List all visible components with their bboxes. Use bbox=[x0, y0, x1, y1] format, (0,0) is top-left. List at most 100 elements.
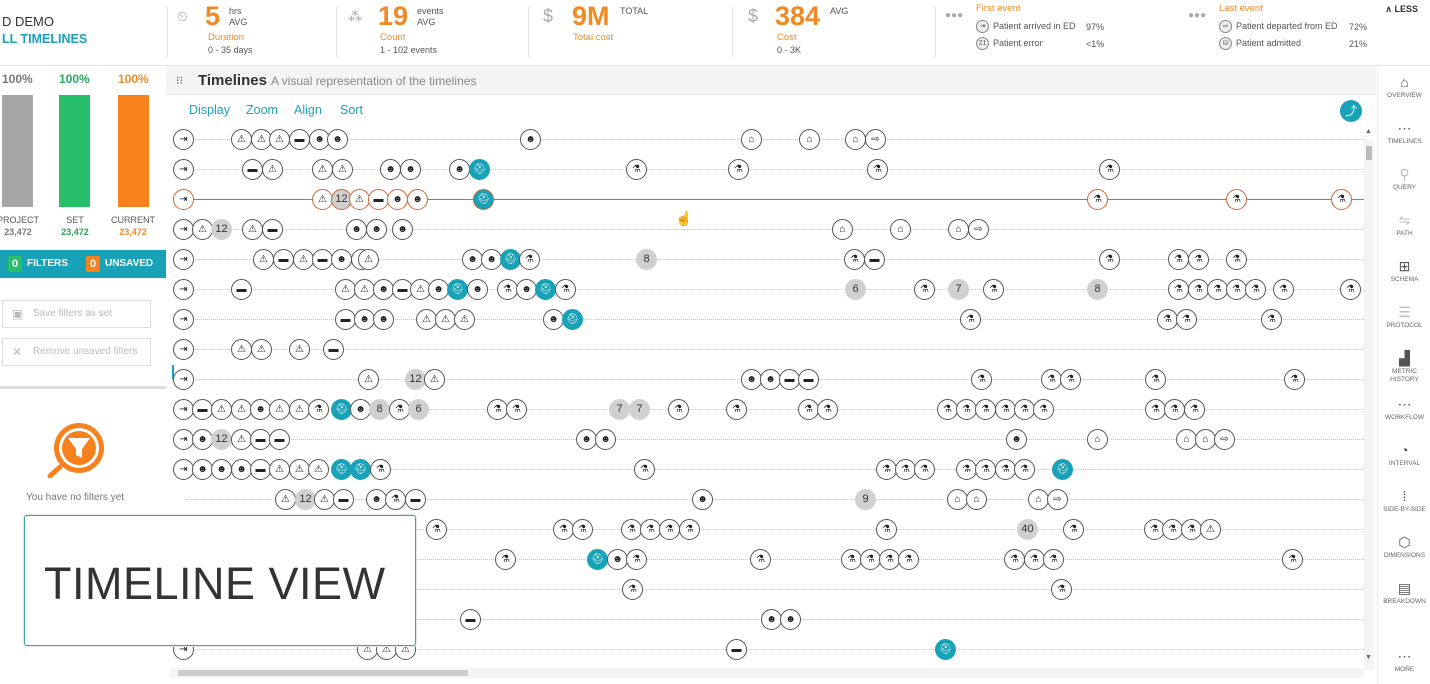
doctor-icon[interactable]: ☻ bbox=[331, 249, 352, 270]
timeline-row[interactable]: ⇥ ☻ 12 ⚠ ▬ ▬ ☻ ☻ ☻ ⌂ ⌂ ⌂ ⇨ bbox=[166, 425, 1364, 455]
lab-icon[interactable]: ⚗ bbox=[370, 459, 391, 480]
lab-icon[interactable]: ⚗ bbox=[841, 549, 862, 570]
warning-icon[interactable]: ⚠ bbox=[354, 279, 375, 300]
lab-icon[interactable]: ⚗ bbox=[971, 369, 992, 390]
warning-icon[interactable]: ⚠ bbox=[312, 159, 333, 180]
scroll-up-icon[interactable]: ▲ bbox=[1365, 128, 1372, 135]
lab-icon[interactable]: ⚗ bbox=[876, 459, 897, 480]
doctor-icon[interactable]: ☻ bbox=[231, 459, 252, 480]
doctor-icon[interactable]: ☻ bbox=[467, 279, 488, 300]
event-group-count[interactable]: 8 bbox=[369, 399, 390, 420]
arrival-icon[interactable]: ⇥ bbox=[173, 219, 194, 240]
arrival-icon[interactable]: ⇥ bbox=[173, 279, 194, 300]
event-group-count[interactable]: 12 bbox=[295, 489, 316, 510]
doctor-icon[interactable]: ☻ bbox=[761, 609, 782, 630]
lab-icon[interactable]: ⚗ bbox=[497, 279, 518, 300]
lab-icon[interactable]: ⚗ bbox=[726, 399, 747, 420]
timeline-row[interactable]: ⇥ ▬ ⚠ ⚠ ☻ ▬ ⚠ ☻ ⛑ ☻ ⚗ ☻ ⛑ ⚗ 6 ⚗ 7 ⚗ 8 ⚗ ⚗ ⚗ ⚗ ⚗ ⚗ ⚗ bbox=[166, 275, 1364, 305]
nav-workflow[interactable]: ⋯ WORKFLOW bbox=[1378, 396, 1430, 422]
care-icon[interactable]: ⛑ bbox=[535, 279, 556, 300]
doctor-icon[interactable]: ☻ bbox=[741, 369, 762, 390]
lab-icon[interactable]: ⚗ bbox=[621, 519, 642, 540]
lab-icon[interactable]: ⚗ bbox=[1157, 309, 1178, 330]
warning-icon[interactable]: ⚠ bbox=[251, 339, 272, 360]
bed-icon[interactable]: ▬ bbox=[262, 219, 283, 240]
timeline-row[interactable]: ⇥ ⚠ ⚠ ⚠ ▬ ☻ ☻ ☻ ⌂ ⌂ ⌂ ⇨ bbox=[166, 125, 1364, 155]
care-icon[interactable]: ⛑ bbox=[331, 459, 352, 480]
timeline-row[interactable]: ⇥ ⚠ 12 ⚠ ▬ ☻ ☻ ⛑ ⚗ ⚗ ⚗ bbox=[166, 185, 1364, 215]
bed-icon[interactable]: ▬ bbox=[289, 129, 310, 150]
triage-icon[interactable]: ⚠ bbox=[332, 159, 353, 180]
menu-zoom[interactable]: Zoom bbox=[246, 103, 278, 117]
doctor-icon[interactable]: ☻ bbox=[366, 219, 387, 240]
lab-icon[interactable]: ⚗ bbox=[385, 489, 406, 510]
care-icon[interactable]: ⛑ bbox=[587, 549, 608, 570]
event-group-count[interactable]: 7 bbox=[948, 279, 969, 300]
triage-icon[interactable]: ⚠ bbox=[358, 369, 379, 390]
lab-icon[interactable]: ⚗ bbox=[728, 159, 749, 180]
lab-icon[interactable]: ⚗ bbox=[626, 549, 647, 570]
less-toggle[interactable]: ∧ LESS bbox=[1385, 4, 1418, 14]
bed-icon[interactable]: ▬ bbox=[273, 249, 294, 270]
horizontal-scroll-thumb[interactable] bbox=[178, 670, 468, 676]
lab-icon[interactable]: ⚗ bbox=[1226, 249, 1247, 270]
lab-icon[interactable]: ⚗ bbox=[975, 399, 996, 420]
care-icon[interactable]: ⛑ bbox=[350, 459, 371, 480]
triage-icon[interactable]: ⚠ bbox=[211, 399, 232, 420]
triage-icon[interactable]: ⚠ bbox=[231, 129, 252, 150]
timeline-row[interactable]: ⚗ ⛑ ☻ ⚗ ⚗ ⚗ ⚗ ⚗ ⚗ ⚗ ⚗ ⚗ ⚗ bbox=[166, 545, 1364, 575]
home-icon[interactable]: ⌂ bbox=[799, 129, 820, 150]
timeline-row[interactable]: ⚗ ⚗ bbox=[166, 575, 1364, 605]
care-icon[interactable]: ⛑ bbox=[935, 639, 956, 660]
event-group-count[interactable]: 12 bbox=[331, 189, 352, 210]
lab-icon[interactable]: ⚗ bbox=[1024, 549, 1045, 570]
nav-protocol[interactable]: ☰ PROTOCOL bbox=[1378, 304, 1430, 330]
lab-icon[interactable]: ⚗ bbox=[983, 279, 1004, 300]
lab-icon[interactable]: ⚗ bbox=[640, 519, 661, 540]
bed-icon[interactable]: ▬ bbox=[192, 399, 213, 420]
timeline-row[interactable]: ▬ ☻ ☻ bbox=[166, 605, 1364, 635]
doctor-icon[interactable]: ☻ bbox=[407, 189, 428, 210]
doctor-icon[interactable]: ☻ bbox=[211, 459, 232, 480]
nav-metric-history[interactable]: ▟ METRIC HISTORY bbox=[1378, 350, 1430, 384]
warning-icon[interactable]: ⚠ bbox=[289, 459, 310, 480]
bed-icon[interactable]: ▬ bbox=[405, 489, 426, 510]
lab-icon[interactable]: ⚗ bbox=[1261, 309, 1282, 330]
lab-icon[interactable]: ⚗ bbox=[937, 399, 958, 420]
nav-timelines[interactable]: ⋯ TIMELINES bbox=[1378, 120, 1430, 146]
timeline-row[interactable]: ⇥ ⚠ 12 ⚠ ☻ ☻ ▬ ▬ ⚗ ⚗ ⚗ ⚗ ⚗ bbox=[166, 365, 1364, 395]
event-group-count[interactable]: 12 bbox=[405, 369, 426, 390]
lab-icon[interactable]: ⚗ bbox=[1099, 249, 1120, 270]
lab-icon[interactable]: ⚗ bbox=[1181, 519, 1202, 540]
arrival-icon[interactable]: ⇥ bbox=[173, 309, 194, 330]
doctor-icon[interactable]: ☻ bbox=[780, 609, 801, 630]
nav-overview[interactable]: ⌂ OVERVIEW bbox=[1378, 74, 1430, 100]
doctor-icon[interactable]: ☻ bbox=[595, 429, 616, 450]
lab-icon[interactable]: ⚗ bbox=[1188, 249, 1209, 270]
timeline-row[interactable]: ⚗ ⚗ ⚗ ⚗ ⚗ ⚗ ⚗ ⚗ 40 ⚗ ⚗ ⚗ ⚗ ⚠ bbox=[166, 515, 1364, 545]
filters-label[interactable]: FILTERS bbox=[27, 258, 68, 269]
arrival-icon[interactable]: ⇥ bbox=[173, 339, 194, 360]
home-icon[interactable]: ⌂ bbox=[966, 489, 987, 510]
lab-icon[interactable]: ⚗ bbox=[914, 279, 935, 300]
triage-icon[interactable]: ⚠ bbox=[416, 309, 437, 330]
triage-icon[interactable]: ⚠ bbox=[424, 369, 445, 390]
bed-icon[interactable]: ▬ bbox=[231, 279, 252, 300]
bed-icon[interactable]: ▬ bbox=[798, 369, 819, 390]
arrival-icon[interactable]: ⇥ bbox=[173, 459, 194, 480]
care-icon[interactable]: ⛑ bbox=[469, 159, 490, 180]
care-icon[interactable]: ⛑ bbox=[562, 309, 583, 330]
lab-icon[interactable]: ⚗ bbox=[308, 399, 329, 420]
nav-query[interactable]: ⚲ QUERY bbox=[1378, 166, 1430, 192]
timeline-canvas[interactable]: ⇥ ⚠ ⚠ ⚠ ▬ ☻ ☻ ☻ ⌂ ⌂ ⌂ ⇨ ⇥ ▬ ⚠ ⚠ ⚠ ☻ ☻ ☻ ⛑ ⚗ ⚗ ⚗ ⚗ ⇥ ⚠ 12 ⚠ ▬ ☻ ☻ ⛑ ⚗ ⚗ ⚗ ⇥ ⚠ 1… bbox=[166, 125, 1364, 665]
timeline-row[interactable]: ⇥ ▬ ☻ ☻ ⚠ ⚠ ⚠ ☻ ⛑ ⚗ ⚗ ⚗ ⚗ bbox=[166, 305, 1364, 335]
lab-icon[interactable]: ⚗ bbox=[1014, 399, 1035, 420]
lab-icon[interactable]: ⚗ bbox=[1168, 279, 1189, 300]
arrival-icon[interactable]: ⇥ bbox=[173, 429, 194, 450]
lab-icon[interactable]: ⚗ bbox=[679, 519, 700, 540]
horizontal-scrollbar[interactable] bbox=[170, 668, 1364, 678]
timeline-row[interactable]: ⇥ ⚠ 12 ⚠ ▬ ☻ ☻ ☻ ⌂ ⌂ ⌂ ⇨ bbox=[166, 215, 1364, 245]
care-icon[interactable]: ⛑ bbox=[1052, 459, 1073, 480]
doctor-icon[interactable]: ☻ bbox=[449, 159, 470, 180]
doctor-icon[interactable]: ☻ bbox=[576, 429, 597, 450]
